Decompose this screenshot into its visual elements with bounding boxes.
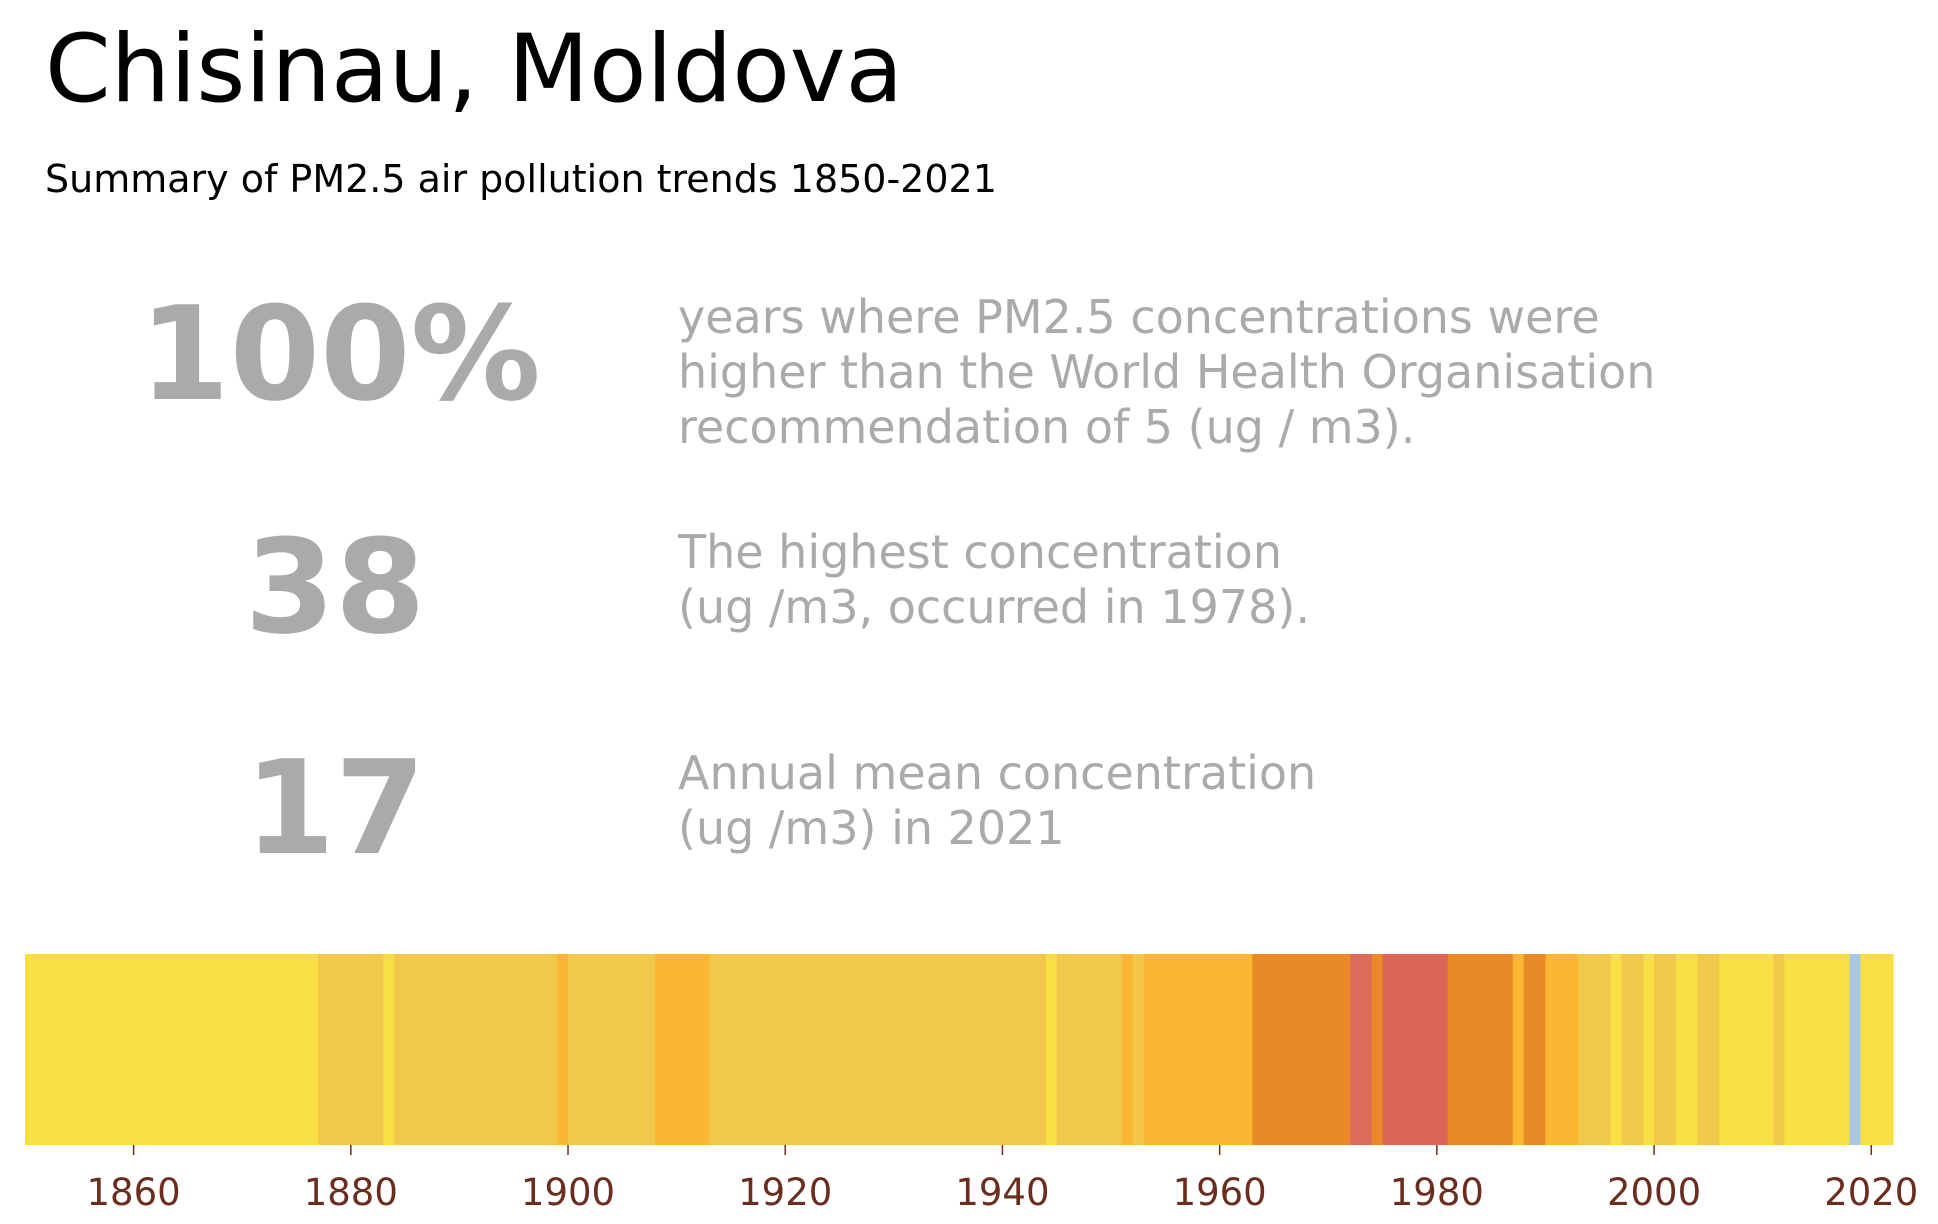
x-tick-label: 2020	[1824, 1171, 1918, 1214]
stripe-segment	[1045, 954, 1058, 1145]
x-tick-label: 2000	[1607, 1171, 1701, 1214]
x-tick-label: 1960	[1173, 1171, 1267, 1214]
stat-percent-line: years where PM2.5 concentrations were	[678, 290, 1600, 344]
stat-percent-value: 100%	[139, 278, 541, 430]
stripe-segment	[1252, 954, 1351, 1145]
page-title: Chisinau, Moldova	[45, 15, 904, 124]
stripe-segment	[1545, 954, 1579, 1145]
stat-percent-description: years where PM2.5 concentrations were hi…	[678, 290, 1655, 455]
stat-highest-line: The highest concentration	[678, 525, 1282, 579]
stripe-segment	[557, 954, 569, 1145]
stripe-segment	[1654, 954, 1677, 1145]
stat-annual-line: (ug /m3) in 2021	[678, 801, 1065, 855]
stripe-segment	[1371, 954, 1384, 1145]
stripe-segment	[1784, 954, 1851, 1145]
stripe-segment	[1610, 954, 1623, 1145]
stripe-segment	[25, 954, 319, 1145]
x-tick-label: 1880	[304, 1171, 398, 1214]
stripe-segment	[1523, 954, 1547, 1145]
stat-annual-line: Annual mean concentration	[678, 746, 1317, 800]
x-tick-label: 1940	[955, 1171, 1049, 1214]
stripe-segment	[1697, 954, 1720, 1145]
stripe-segment	[709, 954, 1047, 1145]
stripe-segment	[1860, 954, 1894, 1145]
stripe-segment	[1719, 954, 1775, 1145]
stripe-segment	[1773, 954, 1785, 1145]
stripe-segment	[1621, 954, 1644, 1145]
stripe-segment	[1578, 954, 1612, 1145]
stripe-segment	[568, 954, 656, 1145]
stripe-segment	[654, 954, 710, 1145]
stripe-segment	[1349, 954, 1373, 1145]
stripe-segment	[1121, 954, 1134, 1145]
stripe-segment	[1056, 954, 1123, 1145]
stat-highest-value: 38	[244, 511, 426, 663]
stripe-segment	[1849, 954, 1862, 1145]
stripe-segment	[1512, 954, 1525, 1145]
stripe-segment	[1447, 954, 1514, 1145]
stat-annual-description: Annual mean concentration (ug /m3) in 20…	[678, 746, 1316, 856]
x-tick-label: 1980	[1390, 1171, 1484, 1214]
stripe-segment	[1382, 954, 1449, 1145]
x-tick-label: 1900	[521, 1171, 615, 1214]
stripe-segment	[1675, 954, 1699, 1145]
page-subtitle: Summary of PM2.5 air pollution trends 18…	[45, 157, 997, 201]
stat-highest-description: The highest concentration (ug /m3, occur…	[678, 525, 1310, 635]
stat-annual-value: 17	[244, 732, 426, 884]
stripe-segment	[1643, 954, 1655, 1145]
stat-percent-line: higher than the World Health Organisatio…	[678, 345, 1656, 399]
stripe-segment	[394, 954, 558, 1145]
stripe-segment	[318, 954, 384, 1145]
stat-highest-line: (ug /m3, occurred in 1978).	[678, 580, 1310, 634]
stripe-segment	[1132, 954, 1145, 1145]
stripe-segment	[383, 954, 395, 1145]
x-tick-label: 1920	[738, 1171, 832, 1214]
x-tick-label: 1860	[87, 1171, 181, 1214]
stat-percent-line: recommendation of 5 (ug / m3).	[678, 400, 1416, 454]
stripe-segment	[1143, 954, 1253, 1145]
